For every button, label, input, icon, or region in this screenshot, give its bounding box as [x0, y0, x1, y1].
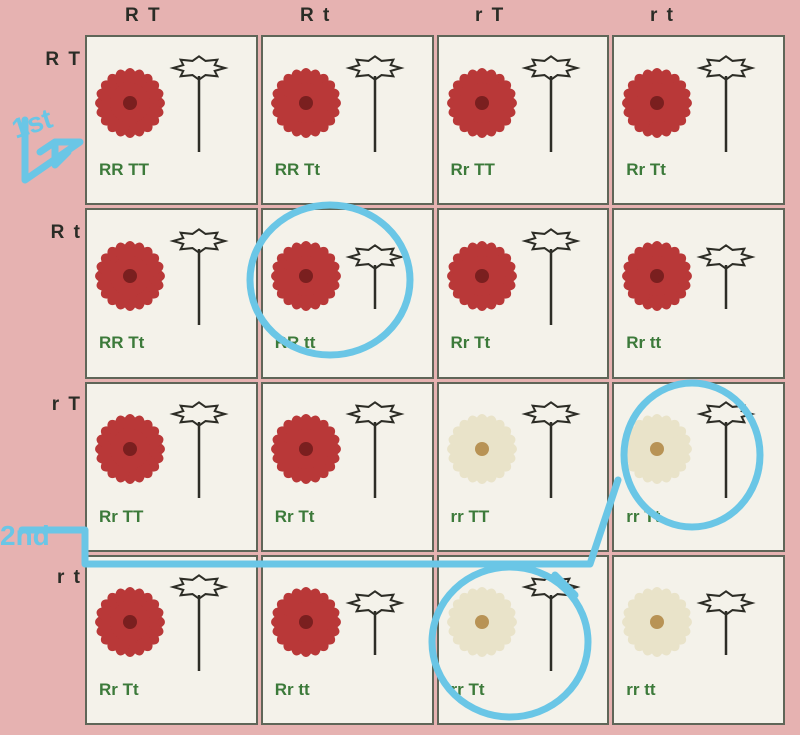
- punnett-cell: rr tt: [612, 555, 785, 725]
- punnett-cell: Rr Tt: [437, 208, 610, 378]
- short-stem-icon: [696, 585, 758, 664]
- phenotype-icons: [622, 60, 775, 150]
- tall-stem-icon: [169, 223, 231, 334]
- short-stem-icon: [345, 585, 407, 664]
- row-headers: R T R t r T r t: [40, 35, 82, 725]
- phenotype-icons: [271, 580, 424, 670]
- tall-stem-icon: [345, 396, 407, 507]
- red-flower-icon: [95, 414, 165, 489]
- tall-stem-icon: [169, 569, 231, 680]
- genotype-label: Rr Tt: [99, 680, 248, 700]
- punnett-cell: RR tt: [261, 208, 434, 378]
- phenotype-icons: [271, 60, 424, 150]
- short-stem-icon: [696, 239, 758, 318]
- phenotype-icons: [95, 60, 248, 150]
- tall-stem-icon: [521, 50, 583, 161]
- punnett-grid: RR TT RR Tt Rr TT Rr Tt RR Tt RR tt: [85, 35, 785, 725]
- punnett-cell: rr Tt: [612, 382, 785, 552]
- genotype-label: Rr TT: [451, 160, 600, 180]
- white-flower-icon: [622, 587, 692, 662]
- white-flower-icon: [447, 414, 517, 489]
- punnett-cell: Rr TT: [437, 35, 610, 205]
- phenotype-icons: [95, 580, 248, 670]
- column-headers: R T R t r T r t: [85, 5, 785, 33]
- genotype-label: rr tt: [626, 680, 775, 700]
- red-flower-icon: [447, 68, 517, 143]
- tall-stem-icon: [345, 50, 407, 161]
- red-flower-icon: [95, 587, 165, 662]
- tall-stem-icon: [521, 223, 583, 334]
- tall-stem-icon: [696, 50, 758, 161]
- white-flower-icon: [447, 587, 517, 662]
- col-header-1: R t: [260, 5, 435, 33]
- tall-stem-icon: [521, 396, 583, 507]
- col-header-3: r t: [610, 5, 785, 33]
- genotype-label: Rr Tt: [451, 333, 600, 353]
- punnett-cell: RR Tt: [261, 35, 434, 205]
- short-stem-icon: [345, 239, 407, 318]
- phenotype-icons: [447, 233, 600, 323]
- phenotype-icons: [95, 233, 248, 323]
- genotype-label: RR Tt: [99, 333, 248, 353]
- punnett-cell: Rr Tt: [612, 35, 785, 205]
- phenotype-icons: [271, 407, 424, 497]
- red-flower-icon: [271, 68, 341, 143]
- red-flower-icon: [271, 241, 341, 316]
- tall-stem-icon: [169, 396, 231, 507]
- col-header-0: R T: [85, 5, 260, 33]
- tall-stem-icon: [169, 50, 231, 161]
- tall-stem-icon: [521, 569, 583, 680]
- phenotype-icons: [447, 580, 600, 670]
- red-flower-icon: [271, 414, 341, 489]
- phenotype-icons: [622, 580, 775, 670]
- genotype-label: rr Tt: [451, 680, 600, 700]
- genotype-label: Rr Tt: [275, 507, 424, 527]
- red-flower-icon: [271, 587, 341, 662]
- genotype-label: Rr tt: [626, 333, 775, 353]
- white-flower-icon: [622, 414, 692, 489]
- punnett-cell: RR TT: [85, 35, 258, 205]
- phenotype-icons: [447, 60, 600, 150]
- red-flower-icon: [622, 68, 692, 143]
- punnett-square-page: R T R t r T r t R T R t r T r t RR TT RR…: [0, 0, 800, 735]
- punnett-cell: RR Tt: [85, 208, 258, 378]
- genotype-label: RR Tt: [275, 160, 424, 180]
- genotype-label: Rr Tt: [626, 160, 775, 180]
- genotype-label: rr TT: [451, 507, 600, 527]
- red-flower-icon: [622, 241, 692, 316]
- punnett-cell: Rr Tt: [261, 382, 434, 552]
- punnett-cell: Rr tt: [261, 555, 434, 725]
- phenotype-icons: [622, 407, 775, 497]
- punnett-cell: Rr tt: [612, 208, 785, 378]
- row-header-3: r t: [40, 553, 82, 726]
- punnett-cell: Rr Tt: [85, 555, 258, 725]
- row-header-1: R t: [40, 208, 82, 381]
- phenotype-icons: [95, 407, 248, 497]
- genotype-label: Rr TT: [99, 507, 248, 527]
- col-header-2: r T: [435, 5, 610, 33]
- genotype-label: Rr tt: [275, 680, 424, 700]
- tall-stem-icon: [696, 396, 758, 507]
- red-flower-icon: [95, 241, 165, 316]
- red-flower-icon: [95, 68, 165, 143]
- red-flower-icon: [447, 241, 517, 316]
- row-header-0: R T: [40, 35, 82, 208]
- punnett-cell: Rr TT: [85, 382, 258, 552]
- punnett-cell: rr TT: [437, 382, 610, 552]
- genotype-label: rr Tt: [626, 507, 775, 527]
- phenotype-icons: [622, 233, 775, 323]
- phenotype-icons: [447, 407, 600, 497]
- genotype-label: RR tt: [275, 333, 424, 353]
- genotype-label: RR TT: [99, 160, 248, 180]
- phenotype-icons: [271, 233, 424, 323]
- punnett-cell: rr Tt: [437, 555, 610, 725]
- row-header-2: r T: [40, 380, 82, 553]
